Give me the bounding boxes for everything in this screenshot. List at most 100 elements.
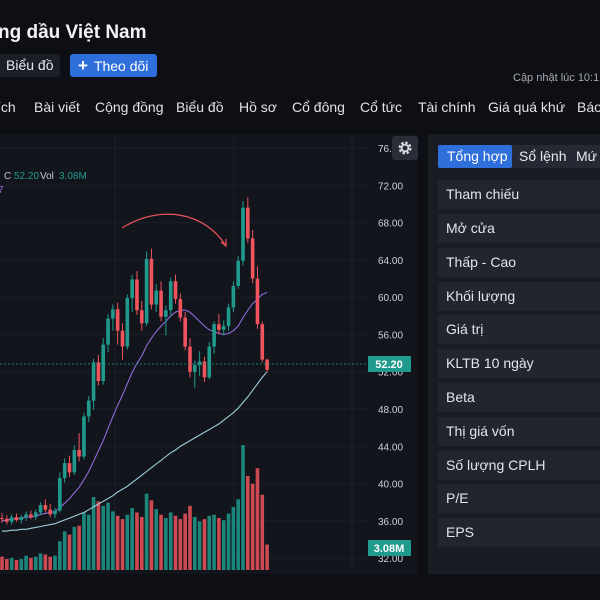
nav-tab-history[interactable]: Giá quá khứ [488, 99, 566, 115]
volume-bar [72, 526, 77, 570]
volume-bar [183, 513, 187, 570]
y-tick-label: 44.00 [378, 442, 403, 453]
candle-body [144, 258, 149, 324]
price-chart[interactable]: C 52.20 Vol 3.08M 7 76.00 72.00 68.00 64.00… [0, 134, 417, 589]
candle-body [168, 281, 173, 311]
volume-bar [19, 558, 24, 570]
candle-body [9, 517, 14, 522]
volume-bar [115, 515, 120, 570]
candle-body [67, 463, 72, 473]
volume-bar [33, 556, 38, 570]
candle-body [48, 509, 52, 515]
candle-body [120, 330, 125, 347]
candle-body [255, 278, 260, 325]
candle-body [159, 290, 163, 317]
candle-body [77, 450, 81, 457]
volume-bar [236, 499, 240, 570]
follow-button[interactable]: + Theo dõi [70, 54, 157, 77]
candle-body [91, 362, 96, 401]
candle-body [53, 510, 57, 515]
candle-body [139, 310, 144, 324]
plus-icon: + [78, 56, 88, 75]
nav-tab-dividends[interactable]: Cổ tức [360, 99, 403, 115]
nav-tab-financials[interactable]: Tài chính [418, 99, 476, 115]
chart-button[interactable]: Biểu đồ [0, 54, 60, 77]
volume-bar [101, 505, 106, 570]
annotation-arrow-head [220, 239, 227, 248]
candle-body [241, 207, 245, 261]
page-title: ng dầu Việt Nam [0, 22, 147, 43]
nav-tab-reports[interactable]: Báo [577, 99, 600, 115]
candle-body [202, 361, 207, 378]
volume-bar [246, 475, 250, 570]
candle-body [188, 346, 192, 372]
tab-orderbook[interactable]: Sổ lệnh [512, 145, 570, 168]
candle-body [115, 309, 120, 331]
candle-body [217, 324, 221, 330]
volume-bar [202, 519, 207, 570]
volume-bar [43, 554, 48, 570]
candle-body [101, 344, 106, 382]
chart-svg[interactable]: C 52.20 Vol 3.08M 7 76.00 72.00 68.00 64.00… [0, 134, 417, 589]
row-open: Mở cửa [438, 214, 600, 243]
volume-bar [24, 555, 28, 570]
y-tick-label: 48.00 [378, 405, 403, 416]
volume-bar [255, 468, 260, 570]
volume-bar [130, 508, 134, 570]
candle-body [106, 318, 110, 345]
annotation-arrow [121, 213, 227, 247]
legend-edge: 7 [0, 185, 4, 196]
volume-bar [197, 521, 202, 570]
nav-tab-community[interactable]: Cộng đồng [95, 99, 164, 115]
tab-summary[interactable]: Tổng hợp [438, 145, 512, 168]
volume-bar [82, 512, 86, 570]
candle-body [250, 238, 255, 279]
candle-body [24, 514, 28, 518]
volume-bar [250, 483, 255, 570]
nav-tab-articles[interactable]: Bài viết [34, 99, 80, 115]
row-avg-volume-10d: KLTB 10 ngày [438, 349, 600, 378]
y-tick-label: 76.00 [378, 144, 403, 155]
legend-close: 52.20 [14, 171, 39, 182]
candle-body [33, 512, 38, 518]
row-value: Giá trị [438, 315, 600, 344]
volume-bar [91, 496, 96, 570]
nav-tab-profile[interactable]: Hồ sơ [239, 99, 277, 115]
candle-body [82, 416, 86, 457]
nav-tab-partial[interactable]: ích [0, 99, 16, 115]
candle-body [164, 310, 168, 317]
volume-bar [231, 506, 236, 570]
row-market-cap: Thị giá vốn [438, 417, 600, 446]
candle-body [0, 518, 4, 520]
y-tick-label: 36.00 [378, 517, 403, 528]
tab-levels[interactable]: Mứ [570, 145, 600, 168]
volume-bar [265, 544, 269, 570]
vol-badge-bg [368, 540, 411, 556]
volume-bar [38, 553, 43, 570]
volume-bar [241, 445, 245, 570]
volume-bar [188, 505, 192, 570]
updated-time: Cập nhật lúc 10:1 [513, 72, 600, 84]
volume-bar [226, 513, 231, 570]
volume-bar [58, 541, 62, 570]
legend-vol: 3.08M [59, 171, 87, 182]
candle-body [29, 514, 33, 518]
candle-body [43, 505, 48, 510]
y-tick-label: 52.00 [378, 368, 403, 379]
volume-bar [96, 501, 101, 570]
nav-tab-chart[interactable]: Biểu đồ [176, 99, 224, 115]
chart-settings-button[interactable] [392, 136, 418, 160]
row-low-high: Thấp - Cao [438, 248, 600, 277]
ma-long-line [2, 371, 268, 532]
row-beta: Beta [438, 383, 600, 412]
candle-body [62, 463, 67, 478]
candle-body [246, 207, 250, 239]
volume-bar [173, 515, 178, 570]
volume-bar [9, 557, 14, 570]
nav-tabs: ích Bài viết Cộng đồng Biểu đồ Hồ sơ Cổ … [0, 99, 600, 121]
volume-bar [29, 557, 33, 570]
candle-body [111, 309, 115, 319]
nav-tab-shareholders[interactable]: Cổ đông [292, 99, 345, 115]
y-tick-label: 56.00 [378, 330, 403, 341]
volume-bar [168, 512, 173, 570]
